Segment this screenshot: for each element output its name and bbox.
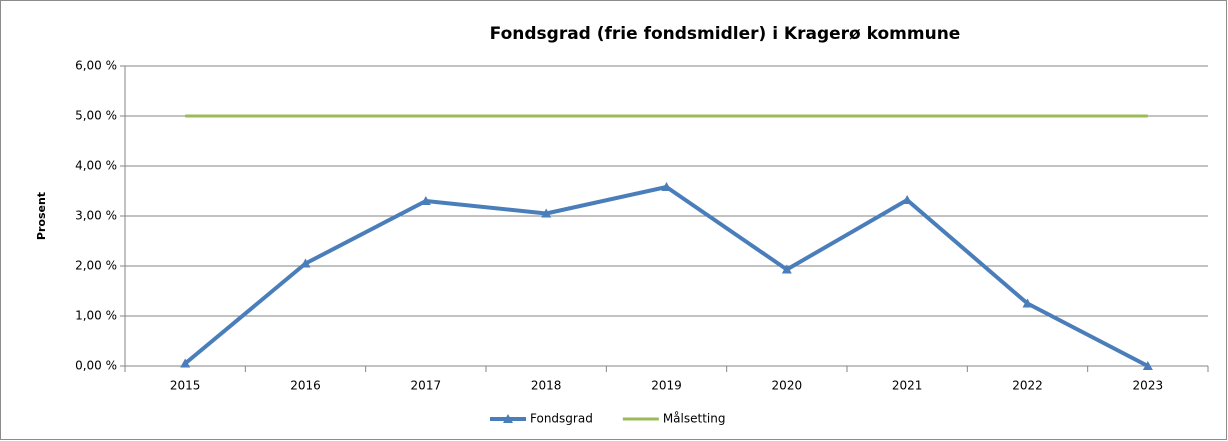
legend-label: Fondsgrad	[530, 412, 593, 426]
data-point	[661, 182, 672, 191]
legend-marker	[503, 414, 513, 423]
y-tick-label: 3,00 %	[75, 209, 117, 223]
y-tick-label: 0,00 %	[75, 359, 117, 373]
data-point	[902, 195, 913, 204]
data-point	[180, 358, 191, 368]
data-point	[1022, 298, 1033, 308]
y-tick-label: 6,00 %	[75, 59, 117, 73]
x-tick-label: 2020	[772, 379, 803, 393]
y-tick-label: 1,00 %	[75, 309, 117, 323]
x-tick-label: 2017	[411, 379, 442, 393]
y-tick-label: 5,00 %	[75, 109, 117, 123]
y-tick-label: 4,00 %	[75, 159, 117, 173]
data-point	[781, 264, 792, 274]
chart-title: Fondsgrad (frie fondsmidler) i Kragerø k…	[490, 24, 961, 44]
x-tick-label: 2015	[170, 379, 201, 393]
legend-label: Målsetting	[663, 412, 726, 426]
data-point	[420, 196, 431, 205]
x-tick-label: 2016	[290, 379, 321, 393]
y-axis-label: Prosent	[35, 192, 48, 240]
x-tick-label: 2018	[531, 379, 562, 393]
x-tick-label: 2019	[651, 379, 682, 393]
data-point	[300, 258, 311, 268]
data-point	[1142, 361, 1153, 370]
y-tick-label: 2,00 %	[75, 259, 117, 273]
x-tick-label: 2023	[1133, 379, 1164, 393]
x-tick-label: 2021	[892, 379, 923, 393]
x-tick-label: 2022	[1012, 379, 1043, 393]
data-point	[541, 208, 552, 218]
